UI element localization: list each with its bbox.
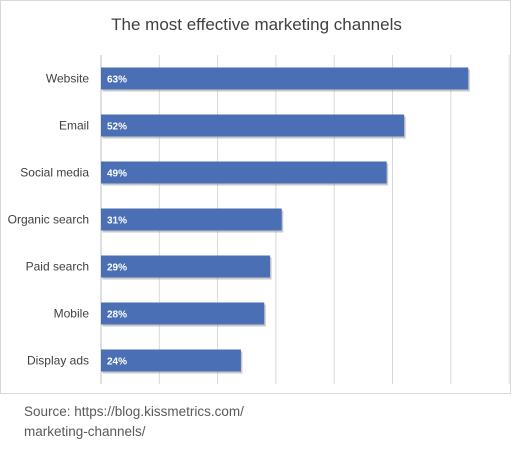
category-label: Display ads xyxy=(27,354,89,368)
bar xyxy=(101,114,405,137)
bar xyxy=(101,161,387,184)
value-label: 49% xyxy=(107,169,127,180)
chart-title: The most effective marketing channels xyxy=(111,15,402,34)
category-label: Email xyxy=(59,119,89,133)
category-label: Organic search xyxy=(8,213,89,227)
value-label: 24% xyxy=(107,357,127,368)
category-label: Paid search xyxy=(26,260,89,274)
bars xyxy=(101,67,470,374)
value-label: 63% xyxy=(107,75,127,86)
bar xyxy=(101,349,241,372)
bar xyxy=(101,302,265,325)
category-label: Social media xyxy=(20,166,89,180)
value-label: 29% xyxy=(107,263,127,274)
bar xyxy=(101,208,282,231)
value-label: 31% xyxy=(107,216,127,227)
labels: Website 63% Email 52% Social media 49% Organic… xyxy=(8,72,127,368)
source-line-1: Source: https://blog.kissmetrics.com/ xyxy=(24,404,244,419)
chart-frame: The most effective marketing channels We… xyxy=(0,0,511,394)
category-label: Mobile xyxy=(54,307,90,321)
source-line-2: marketing-channels/ xyxy=(24,424,146,439)
source-note: Source: https://blog.kissmetrics.com/ ma… xyxy=(24,402,324,442)
bar-chart: Website 63% Email 52% Social media 49% Organic… xyxy=(8,55,510,384)
value-label: 28% xyxy=(107,310,127,321)
bar xyxy=(101,67,469,90)
bar xyxy=(101,255,271,278)
value-label: 52% xyxy=(107,122,127,133)
category-label: Website xyxy=(46,72,89,86)
